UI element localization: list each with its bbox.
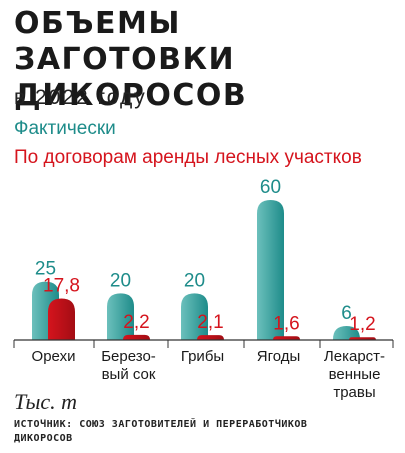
bar-contract (123, 334, 150, 340)
data-label-actual: 6 (341, 303, 352, 324)
data-label-actual: 60 (260, 177, 281, 198)
bar-actual (257, 200, 284, 340)
data-label-actual: 20 (184, 270, 205, 291)
x-tick-label: Орехи (32, 348, 76, 365)
data-label-contract: 2,2 (123, 312, 149, 333)
data-label-contract: 1,2 (349, 314, 375, 335)
bar-actual (181, 293, 208, 340)
data-label-contract: 17,8 (43, 275, 80, 296)
legend-actual: Фактически (14, 118, 116, 139)
bar-contract (197, 335, 224, 340)
bar-actual (333, 326, 360, 340)
data-label-contract: 1,6 (273, 313, 299, 334)
x-tick-label: Березо-вый сок (101, 348, 156, 383)
data-label-actual: 25 (35, 259, 56, 280)
bar-contract (48, 298, 75, 340)
source-note: Источник: Союз заготовителей и переработ… (14, 419, 308, 444)
bar-actual (107, 293, 134, 340)
chart-title: Объемы заготовки дикоросов (14, 6, 248, 113)
unit-label: Тыс. т (14, 389, 77, 414)
x-tick-label: Грибы (181, 348, 224, 365)
x-tick-label: Лекарст-венные травы (324, 348, 385, 401)
chart-subtitle: в 2022 году (14, 86, 147, 109)
bar-contract (273, 336, 300, 340)
data-label-actual: 20 (110, 270, 131, 291)
bar-contract (349, 337, 376, 340)
data-label-contract: 2,1 (197, 312, 223, 333)
x-tick-label: Ягоды (257, 348, 301, 365)
legend-contract: По договорам аренды лесных участков (14, 147, 362, 168)
